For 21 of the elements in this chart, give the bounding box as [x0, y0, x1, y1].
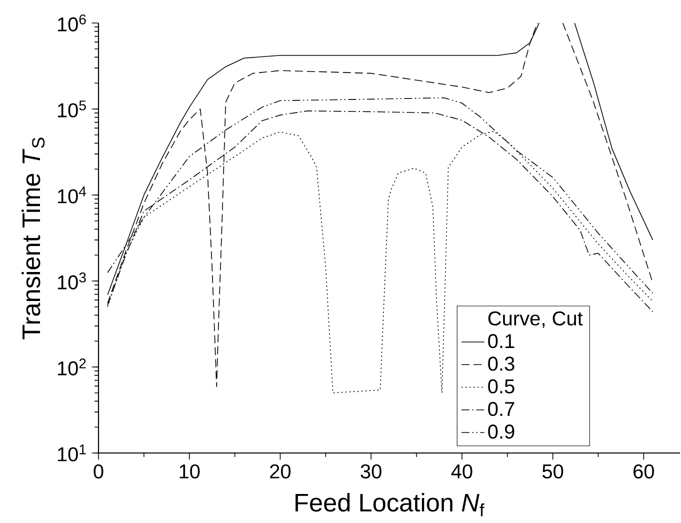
legend-label: 0.9 [488, 424, 514, 439]
legend-label: 0.3 [488, 356, 514, 371]
y-tick-label: 10$^{1}$ [58, 444, 86, 462]
x-tick-label: 60 [634, 464, 654, 478]
legend-label: 0.7 [488, 402, 514, 416]
x-tick-label: 10 [180, 464, 200, 478]
y-tick-label: 10$^{5}$ [58, 100, 86, 118]
legend-title: Curve, Cut [488, 311, 583, 328]
legend-label: 0.1 [488, 334, 514, 348]
y-tick-label: 10$^{2}$ [58, 358, 86, 376]
x-tick-label: 0 [94, 464, 104, 478]
x-tick-label: 40 [451, 464, 472, 478]
y-axis-title: Transient Time T$_{S}$ [22, 138, 45, 340]
x-axis-title: Feed Location N$_{f}$ [296, 493, 484, 516]
legend-label: 0.5 [488, 379, 514, 394]
y-tick-label: 10$^{3}$ [58, 272, 86, 290]
y-tick-label: 10$^{4}$ [58, 186, 86, 204]
y-tick-label: 10$^{6}$ [58, 14, 86, 32]
x-tick-label: 20 [270, 464, 291, 478]
x-tick-label: 50 [542, 464, 564, 478]
x-tick-label: 30 [360, 464, 382, 478]
